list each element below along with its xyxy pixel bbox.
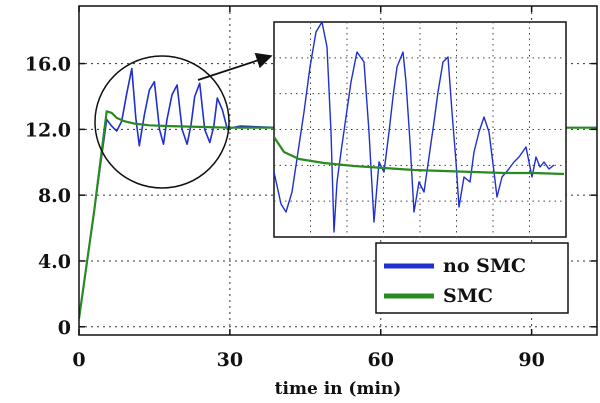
y-tick-label: 16.0 [25, 54, 71, 76]
legend-box [375, 242, 569, 314]
x-axis-label: time in (min) [275, 379, 402, 399]
inset-series-lines [274, 22, 565, 233]
legend-label-smc: SMC [443, 285, 493, 307]
axis-ticks: 0 30 60 90 0 4.0 8.0 12.0 16.0 [25, 6, 597, 371]
x-tick-label: 0 [72, 349, 85, 371]
plot-frame [78, 5, 598, 336]
highlight-circle [94, 55, 230, 189]
y-tick-label: 4.0 [38, 251, 71, 273]
x-tick-label: 60 [368, 349, 394, 371]
legend: no SMC SMC [375, 242, 569, 314]
y-tick-label: 12.0 [25, 119, 71, 141]
inset-series-smc [274, 136, 565, 176]
y-tick-label: 8.0 [38, 185, 71, 207]
zoom-inset [273, 21, 567, 238]
x-tick-label: 30 [217, 349, 243, 371]
legend-label-no-smc: no SMC [443, 255, 526, 277]
y-tick-label: 0 [58, 317, 71, 339]
x-tick-label: 90 [518, 349, 544, 371]
zoom-arrow [197, 52, 273, 81]
inset-grid [274, 22, 566, 237]
